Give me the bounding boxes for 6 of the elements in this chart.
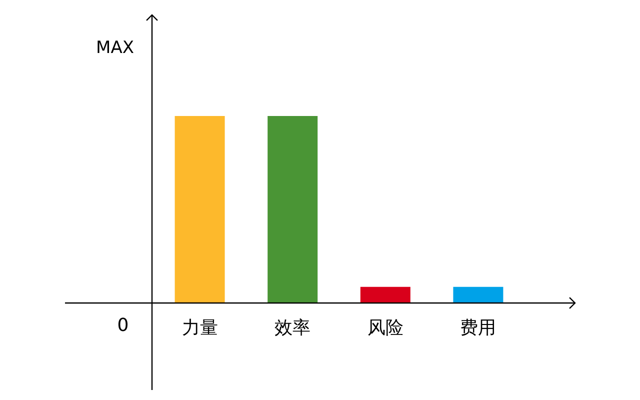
x-tick-label: 风险 xyxy=(367,318,404,338)
x-tick-label: 费用 xyxy=(460,318,496,338)
x-tick-label: 力量 xyxy=(182,318,218,338)
y-axis-title: MAX xyxy=(96,38,134,58)
text: 0 xyxy=(117,315,129,336)
x-tick-label: 效率 xyxy=(274,318,311,338)
